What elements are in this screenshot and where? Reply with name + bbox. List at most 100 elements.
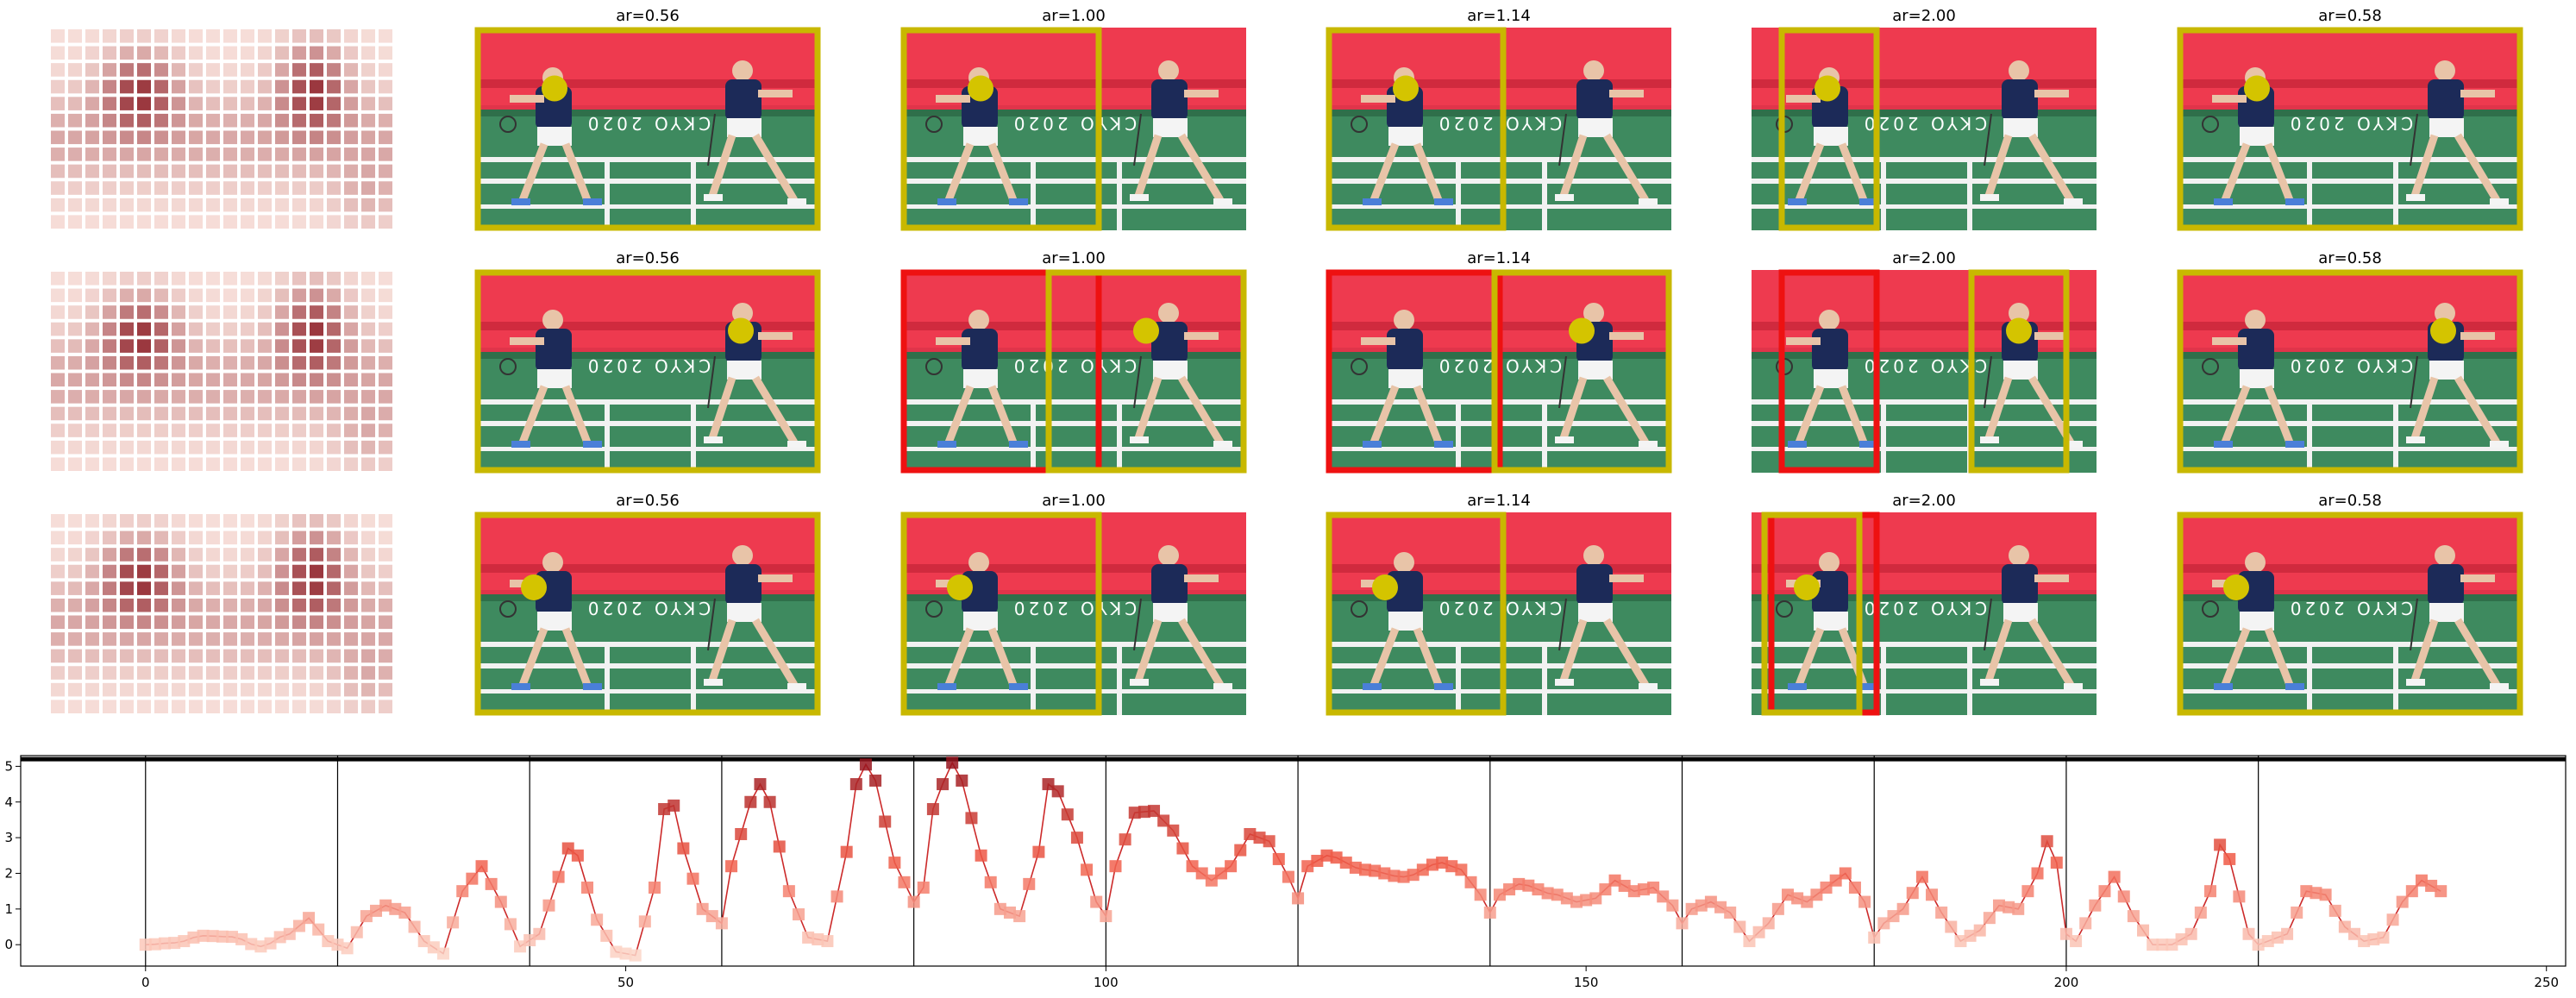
heatmap-cell: [379, 288, 392, 303]
score-point-marker: [2233, 890, 2246, 903]
heatmap-cell: [310, 46, 323, 60]
heatmap-cell: [275, 97, 289, 110]
heatmap-cell: [120, 424, 134, 437]
heatmap-cell: [154, 46, 168, 60]
heatmap-cell: [137, 581, 151, 595]
crop-panel: ar=1.00: [901, 7, 1246, 230]
x-tick-label: 50: [617, 975, 634, 990]
heatmap-cell: [223, 564, 237, 579]
heatmap-cell: [68, 355, 82, 370]
heatmap-cell: [172, 113, 185, 128]
score-point-marker: [1186, 860, 1199, 873]
heatmap-cell: [379, 339, 392, 353]
heatmap-cell: [241, 198, 254, 212]
panel-title: ar=0.56: [616, 7, 680, 25]
heatmap-cell: [172, 322, 185, 336]
heatmap-cell: [68, 564, 82, 579]
score-point-marker: [1426, 858, 1438, 871]
heatmap-cell: [258, 373, 272, 387]
heatmap-cell: [310, 164, 323, 179]
heatmap-cell: [137, 181, 151, 195]
heatmap-cell: [275, 598, 289, 612]
score-point-marker: [1627, 885, 1640, 898]
score-point-marker: [398, 906, 411, 919]
heatmap-cell: [310, 215, 323, 229]
heatmap-cell: [292, 373, 306, 387]
heatmap-cell: [206, 581, 220, 595]
heatmap-cell: [327, 514, 341, 528]
crop-panel: ar=0.58: [2178, 249, 2523, 473]
heatmap-cell: [223, 390, 237, 404]
heatmap-cell: [189, 63, 203, 77]
heatmap-cell: [292, 215, 306, 229]
heatmap-cell: [275, 632, 289, 646]
score-point-marker: [456, 885, 469, 898]
heatmap-cell: [189, 632, 203, 646]
score-point-marker: [1743, 935, 1756, 948]
heatmap-cell: [292, 514, 306, 528]
score-point-marker: [1618, 879, 1631, 892]
crop-panel: ar=1.00: [901, 492, 1246, 715]
heatmap-cell: [258, 440, 272, 455]
heatmap-cell: [189, 148, 203, 161]
heatmap-cell: [361, 632, 375, 646]
heatmap-cell: [51, 215, 65, 229]
score-point-marker: [898, 876, 911, 888]
heatmap-cell: [85, 615, 99, 630]
score-point-marker: [216, 930, 229, 943]
heatmap-cell: [189, 46, 203, 60]
score-point-marker: [1493, 888, 1506, 901]
heatmap-cell: [137, 373, 151, 387]
heatmap-cell: [241, 355, 254, 370]
panel-title: ar=0.56: [616, 492, 680, 510]
heatmap-cell: [344, 322, 358, 336]
heatmap-cell: [344, 514, 358, 528]
heatmap-cell: [103, 63, 116, 77]
heatmap-cell: [327, 390, 341, 404]
heatmap-cell: [206, 181, 220, 195]
heatmap-cell: [103, 682, 116, 697]
heatmap-cell: [172, 615, 185, 630]
score-point-marker: [1234, 844, 1247, 857]
heatmap-cell: [344, 390, 358, 404]
heatmap-cell: [258, 305, 272, 319]
score-point-marker: [571, 849, 584, 862]
score-point-marker: [1100, 910, 1113, 923]
y-tick-label: 1: [4, 901, 13, 917]
heatmap-cell: [137, 548, 151, 562]
heatmap-cell: [258, 148, 272, 161]
focus-point-marker: [1393, 75, 1419, 102]
score-point-marker: [1455, 863, 1468, 876]
heatmap-cell: [103, 649, 116, 663]
heatmap-cell: [258, 598, 272, 612]
heatmap-cell: [51, 457, 65, 471]
score-point-marker: [1397, 870, 1410, 883]
score-point-marker: [1896, 902, 1909, 915]
heatmap-cell: [275, 700, 289, 713]
score-point-marker: [417, 935, 430, 948]
heatmap-cell: [361, 29, 375, 43]
heatmap-cell: [172, 424, 185, 437]
score-point-marker: [1685, 902, 1698, 915]
badminton-frame: [1326, 512, 1671, 715]
focus-point-marker: [2223, 574, 2249, 600]
heatmap-cell: [85, 406, 99, 421]
focus-point-marker: [2430, 317, 2456, 344]
crop-box: [1045, 269, 1247, 474]
heatmap-cell: [327, 682, 341, 697]
score-point-marker: [1436, 857, 1449, 869]
heatmap-cell: [137, 666, 151, 680]
score-point-marker: [2156, 938, 2169, 951]
score-point-marker: [956, 774, 968, 787]
heatmap-cell: [85, 215, 99, 229]
heatmap-cell: [85, 79, 99, 94]
score-point-marker: [2127, 910, 2140, 923]
heatmap-cell: [379, 615, 392, 630]
heatmap-cell: [344, 130, 358, 145]
score-point-marker: [782, 885, 795, 898]
score-point-marker: [1560, 892, 1573, 905]
heatmap-cell: [241, 666, 254, 680]
heatmap-cell: [154, 198, 168, 212]
heatmap-cell: [223, 164, 237, 179]
heatmap-cell: [68, 457, 82, 471]
